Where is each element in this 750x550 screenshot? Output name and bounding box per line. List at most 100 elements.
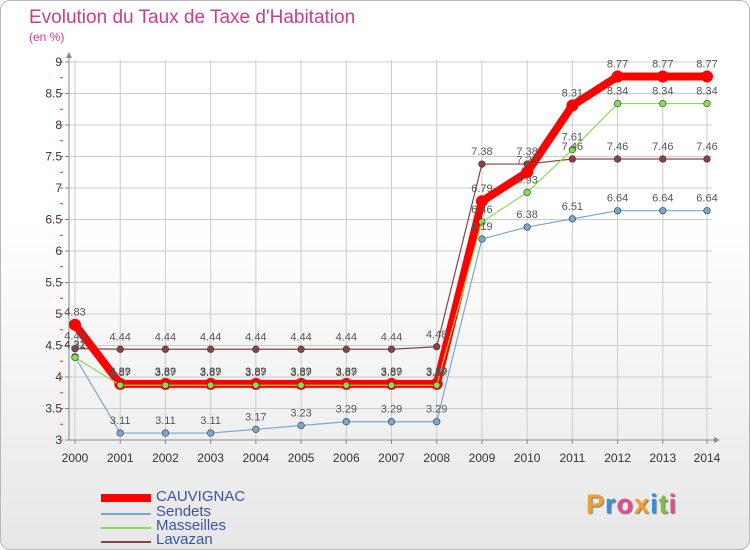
data-label-sendets: 3.29	[336, 404, 357, 416]
x-tick-label: 2008	[423, 451, 450, 465]
data-label-lavazan: 7.46	[652, 141, 673, 153]
data-label-cauvignac: 6.79	[471, 183, 492, 195]
data-point-sendets	[523, 223, 531, 231]
x-tick-label: 2000	[62, 451, 89, 465]
data-label-masseilles: 3.87	[381, 367, 402, 379]
data-point-cauvignac	[69, 318, 81, 331]
data-point-masseilles	[207, 381, 215, 389]
proxiti-logo: Proxiti	[586, 489, 677, 520]
data-point-lavazan	[433, 343, 441, 351]
data-point-masseilles	[161, 381, 170, 389]
data-label-masseilles: 6.46	[471, 204, 492, 216]
data-label-lavazan: 4.45	[64, 331, 85, 343]
data-label-lavazan: 4.44	[155, 331, 176, 343]
data-point-sendets	[659, 207, 667, 215]
data-point-masseilles	[523, 188, 531, 197]
y-tick-label: 4	[55, 370, 62, 384]
data-label-masseilles: 7.61	[562, 132, 583, 144]
data-point-masseilles	[252, 381, 260, 389]
legend-swatch-lavazan	[101, 541, 151, 543]
data-point-sendets	[478, 235, 486, 243]
x-tick-label: 2012	[604, 451, 631, 465]
data-point-lavazan	[387, 345, 396, 353]
data-point-sendets	[568, 215, 576, 223]
y-tick-label: 8.5	[45, 87, 62, 101]
y-tick-label: 8	[55, 118, 62, 132]
legend-label-lavazan: Lavazan	[156, 531, 213, 548]
data-label-masseilles: 8.34	[652, 86, 673, 98]
data-point-cauvignac	[656, 70, 669, 83]
data-label-masseilles: 4.31	[64, 339, 85, 351]
data-label-masseilles: 3.87	[290, 367, 311, 379]
data-point-sendets	[613, 207, 622, 215]
data-label-lavazan: 7.38	[471, 146, 492, 158]
legend-label-cauvignac: CAUVIGNAC	[156, 488, 246, 505]
data-point-lavazan	[659, 155, 667, 163]
data-point-sendets	[116, 429, 124, 437]
data-point-lavazan	[703, 155, 711, 163]
y-tick-label: 5	[55, 307, 62, 321]
data-label-sendets: 3.11	[110, 415, 131, 427]
data-label-cauvignac: 3.89	[200, 366, 221, 378]
data-label-lavazan: 7.46	[607, 141, 628, 153]
data-point-masseilles	[703, 99, 711, 108]
data-label-masseilles: 6.93	[516, 174, 537, 186]
legend-label-sendets: Sendets	[156, 503, 212, 520]
data-label-sendets: 3.11	[200, 415, 221, 427]
x-tick-label: 2003	[197, 451, 224, 465]
data-point-lavazan	[478, 160, 486, 168]
x-tick-label: 2011	[559, 451, 585, 465]
data-point-lavazan	[161, 345, 170, 353]
legend-swatch-sendets	[101, 513, 151, 515]
data-label-sendets: 4.32	[64, 339, 85, 351]
data-label-cauvignac: 3.89	[245, 366, 266, 378]
data-label-masseilles: 3.87	[155, 367, 176, 379]
data-label-lavazan: 4.44	[200, 331, 221, 343]
chart-title: Evolution du Taux de Taxe d'Habitation	[29, 7, 356, 28]
x-tick-label: 2006	[333, 451, 360, 465]
data-point-sendets	[161, 429, 170, 437]
data-label-cauvignac: 3.89	[336, 366, 357, 378]
data-point-sendets	[342, 418, 350, 426]
data-label-cauvignac: 8.31	[562, 87, 583, 99]
logo-letter: i	[668, 489, 678, 519]
data-point-masseilles	[116, 381, 124, 389]
data-point-lavazan	[71, 345, 79, 353]
data-point-sendets	[297, 421, 305, 430]
y-tick-label: 7	[55, 181, 62, 195]
data-label-sendets: 3.23	[290, 408, 311, 420]
data-label-cauvignac: 4.83	[64, 307, 85, 319]
chart-subtitle: (en %)	[29, 30, 65, 44]
data-label-masseilles: 8.34	[696, 86, 717, 98]
x-tick-label: 2005	[288, 451, 315, 465]
data-point-masseilles	[478, 218, 486, 226]
data-point-cauvignac	[611, 70, 624, 83]
data-point-cauvignac	[475, 195, 488, 208]
data-label-sendets: 6.19	[471, 221, 492, 233]
data-point-sendets	[207, 429, 215, 437]
y-tick-label: 7.5	[45, 150, 62, 164]
data-label-sendets: 6.64	[607, 193, 628, 205]
data-point-masseilles	[297, 381, 305, 389]
data-label-lavazan: 4.48	[426, 329, 447, 341]
x-tick-label: 2013	[649, 451, 676, 465]
data-label-lavazan: 4.44	[336, 331, 357, 343]
data-label-masseilles: 3.87	[336, 367, 357, 379]
data-point-lavazan	[207, 345, 215, 353]
x-tick-label: 2009	[469, 451, 496, 465]
data-point-masseilles	[71, 353, 79, 362]
x-tick-label: 2007	[378, 451, 405, 465]
data-point-masseilles	[613, 99, 622, 108]
x-tick-label: 2010	[514, 451, 541, 465]
logo-letter: P	[586, 489, 606, 519]
data-label-masseilles: 3.87	[110, 367, 131, 379]
data-point-lavazan	[568, 155, 576, 163]
data-label-lavazan: 7.46	[696, 141, 717, 153]
data-label-masseilles: 3.87	[245, 367, 266, 379]
x-axis-arrow	[714, 437, 720, 443]
data-label-masseilles: 3.87	[426, 367, 447, 379]
legend-label-masseilles: Masseilles	[156, 517, 227, 534]
data-label-lavazan: 7.46	[562, 141, 583, 153]
data-point-sendets	[433, 418, 441, 426]
data-label-masseilles: 3.87	[200, 367, 221, 379]
